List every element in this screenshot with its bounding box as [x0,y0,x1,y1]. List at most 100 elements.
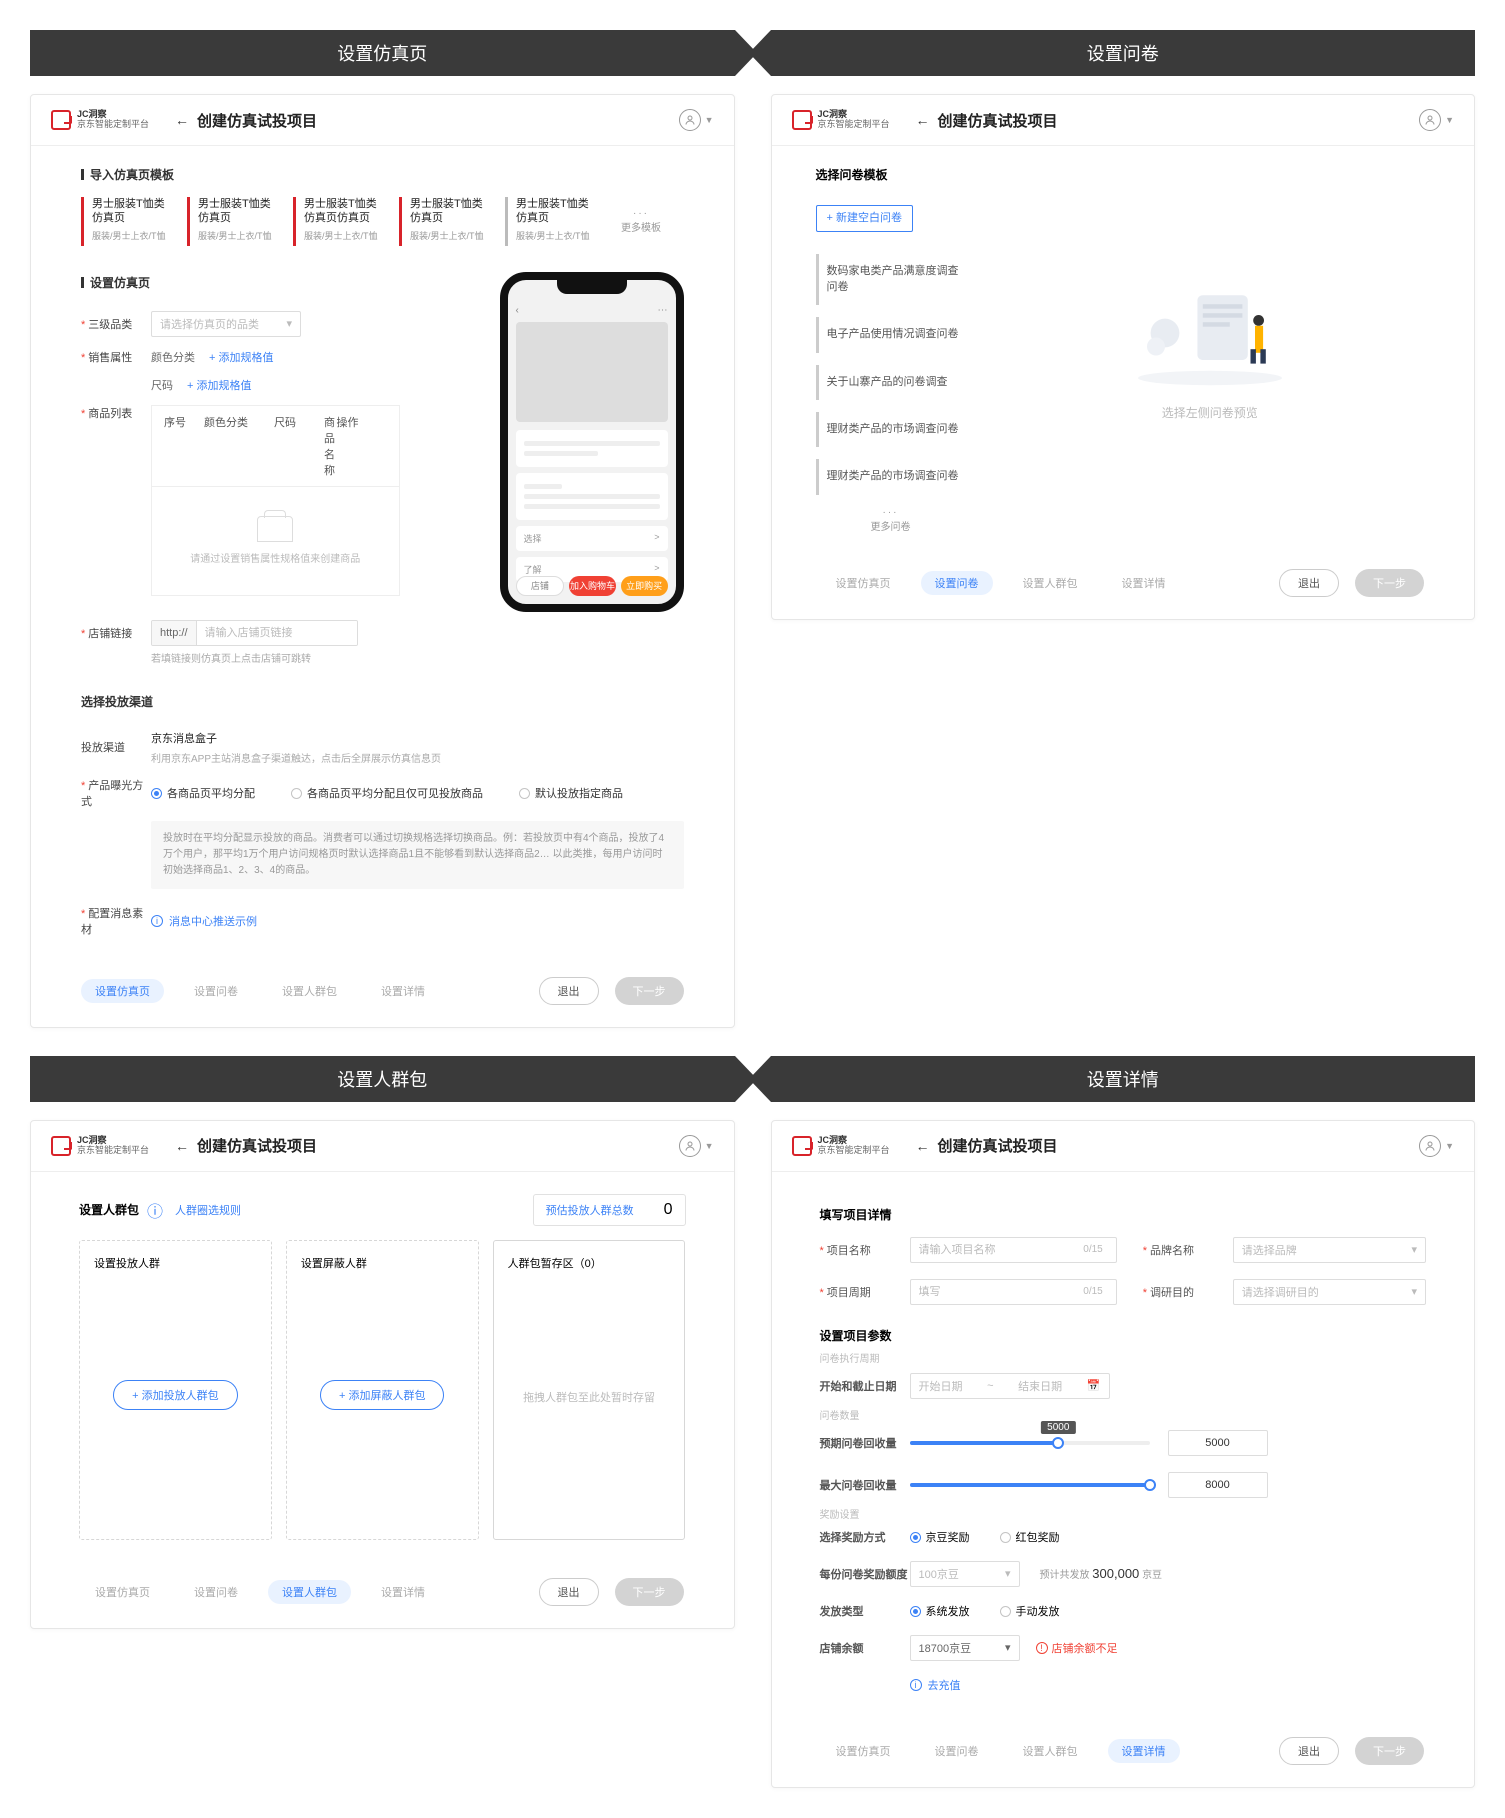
shop-link-field[interactable] [197,621,357,645]
template-card[interactable]: 男士服装T恤类仿真页服装/男士上衣/T恤 [505,197,601,246]
next-button[interactable]: 下一步 [1355,569,1424,597]
warning-icon: ! [1036,1642,1048,1654]
balance-select[interactable]: 18700京豆▾ [910,1635,1020,1661]
expose-note: 投放时在平均分配显示投放的商品。消费者可以通过切换规格选择切换商品。例：若投放页… [151,821,684,889]
field-label: 项目名称 [820,1242,910,1258]
date-range-picker[interactable]: 开始日期~结束日期📅 [910,1373,1110,1399]
user-menu-caret-icon[interactable]: ▼ [1445,1141,1454,1151]
subsection-label: 问卷执行周期 [820,1350,1427,1365]
field-label: 投放渠道 [81,739,151,755]
template-card[interactable]: 男士服装T恤类仿真页服装/男士上衣/T恤 [81,197,177,246]
target-crowd-zone[interactable]: 设置投放人群 + 添加投放人群包 [79,1240,272,1540]
shop-link-input[interactable]: http:// [151,620,358,646]
step-tab[interactable]: 设置问卷 [180,979,252,1003]
exclude-crowd-zone[interactable]: 设置屏蔽人群 + 添加屏蔽人群包 [286,1240,479,1540]
user-menu-caret-icon[interactable]: ▼ [1445,115,1454,125]
max-collect-slider[interactable] [910,1483,1150,1487]
user-menu-caret-icon[interactable]: ▼ [705,1141,714,1151]
more-surveys-button[interactable]: ···更多问卷 [816,507,966,533]
max-collect-input[interactable] [1168,1472,1268,1498]
exit-button[interactable]: 退出 [539,1578,599,1606]
zone-title: 人群包暂存区（0） [508,1255,671,1271]
template-card[interactable]: 男士服装T恤类仿真页服装/男士上衣/T恤 [399,197,495,246]
expose-option[interactable]: 各商品页平均分配 [151,785,255,801]
field-label: 店铺余额 [820,1640,910,1656]
send-mode-option[interactable]: 手动发放 [1000,1603,1060,1619]
field-label: 最大问卷回收量 [820,1477,910,1493]
step-tab[interactable]: 设置人群包 [268,979,351,1003]
next-button[interactable]: 下一步 [615,1578,684,1606]
back-icon[interactable]: ← [916,1138,930,1154]
empty-illustration [1120,278,1300,388]
page-title: 创建仿真试投项目 [197,1135,679,1156]
crowd-title: 设置人群包 [79,1201,139,1218]
next-button[interactable]: 下一步 [615,977,684,1005]
step-tab[interactable]: 设置详情 [1108,1739,1180,1763]
user-avatar-icon[interactable] [679,1135,701,1157]
back-icon[interactable]: ← [175,112,189,128]
add-target-crowd-button[interactable]: + 添加投放人群包 [113,1380,237,1410]
expose-option[interactable]: 各商品页平均分配且仅可见投放商品 [291,785,483,801]
survey-template-item[interactable]: 理财类产品的市场调查问卷 [816,459,966,494]
phone-btn: 店铺 [516,576,565,596]
subsection-label: 问卷数量 [820,1407,1427,1422]
expected-collect-input[interactable] [1168,1430,1268,1456]
step-tab[interactable]: 设置详情 [367,1580,439,1604]
step-tab[interactable]: 设置详情 [367,979,439,1003]
exit-button[interactable]: 退出 [539,977,599,1005]
user-avatar-icon[interactable] [1419,1135,1441,1157]
crowd-rule-link[interactable]: 人群圈选规则 [175,1202,241,1218]
brand-logo-icon [51,110,71,130]
add-size-value-link[interactable]: + 添加规格值 [187,377,251,393]
brand-select[interactable]: 请选择品牌▾ [1233,1237,1426,1263]
step-tab[interactable]: 设置仿真页 [81,979,164,1003]
step-tab[interactable]: 设置人群包 [268,1580,351,1604]
section-banner: 设置问卷 [771,30,1476,76]
balance-warning: !店铺余额不足 [1036,1640,1118,1656]
staging-zone[interactable]: 人群包暂存区（0） 拖拽人群包至此处暂时存留 [493,1240,686,1540]
survey-template-item[interactable]: 理财类产品的市场调查问卷 [816,412,966,447]
expected-collect-slider[interactable]: 5000 [910,1441,1150,1445]
step-tab[interactable]: 设置问卷 [921,571,993,595]
field-label: 品牌名称 [1143,1242,1233,1258]
next-button[interactable]: 下一步 [1355,1737,1424,1765]
page-card: JC洞察京东智能定制平台 ← 创建仿真试投项目 ▼ 选择问卷模板 + 新建空白问… [771,94,1476,620]
step-tab[interactable]: 设置仿真页 [822,571,905,595]
section-banner: 设置人群包 [30,1056,735,1102]
survey-template-item[interactable]: 数码家电类产品满意度调查问卷 [816,254,966,305]
reward-mode-option[interactable]: 京豆奖励 [910,1529,970,1545]
step-tab[interactable]: 设置仿真页 [822,1739,905,1763]
exit-button[interactable]: 退出 [1279,1737,1339,1765]
step-tab[interactable]: 设置仿真页 [81,1580,164,1604]
recharge-link[interactable]: 去充值 [928,1677,961,1693]
field-label: 商品列表 [81,405,151,421]
step-tab[interactable]: 设置人群包 [1009,571,1092,595]
step-tab[interactable]: 设置人群包 [1009,1739,1092,1763]
new-blank-survey-button[interactable]: + 新建空白问卷 [816,205,913,232]
user-avatar-icon[interactable] [679,109,701,131]
step-tab[interactable]: 设置问卷 [921,1739,993,1763]
add-color-value-link[interactable]: + 添加规格值 [209,349,273,365]
per-reward-select[interactable]: 100京豆▾ [910,1561,1020,1587]
exit-button[interactable]: 退出 [1279,569,1339,597]
survey-template-item[interactable]: 关于山寨产品的问卷调查 [816,365,966,400]
step-tab[interactable]: 设置详情 [1108,571,1180,595]
template-card[interactable]: 男士服装T恤类仿真页服装/男士上衣/T恤 [187,197,283,246]
user-menu-caret-icon[interactable]: ▼ [705,115,714,125]
category-select[interactable]: 请选择仿真页的品类▾ [151,311,301,337]
field-label: 产品曝光方式 [81,777,151,809]
send-mode-option[interactable]: 系统发放 [910,1603,970,1619]
survey-template-item[interactable]: 电子产品使用情况调查问卷 [816,317,966,352]
back-icon[interactable]: ← [916,112,930,128]
msg-example-link[interactable]: 消息中心推送示例 [169,913,257,929]
back-icon[interactable]: ← [175,1138,189,1154]
reward-mode-option[interactable]: 红包奖励 [1000,1529,1060,1545]
expose-option[interactable]: 默认投放指定商品 [519,785,623,801]
template-card[interactable]: 男士服装T恤类仿真页仿真页服装/男士上衣/T恤 [293,197,389,246]
step-tab[interactable]: 设置问卷 [180,1580,252,1604]
add-exclude-crowd-button[interactable]: + 添加屏蔽人群包 [320,1380,444,1410]
user-avatar-icon[interactable] [1419,109,1441,131]
more-templates-button[interactable]: ···更多模板 [611,197,671,246]
brand-logo-icon [792,1136,812,1156]
purpose-select[interactable]: 请选择调研目的▾ [1233,1279,1426,1305]
